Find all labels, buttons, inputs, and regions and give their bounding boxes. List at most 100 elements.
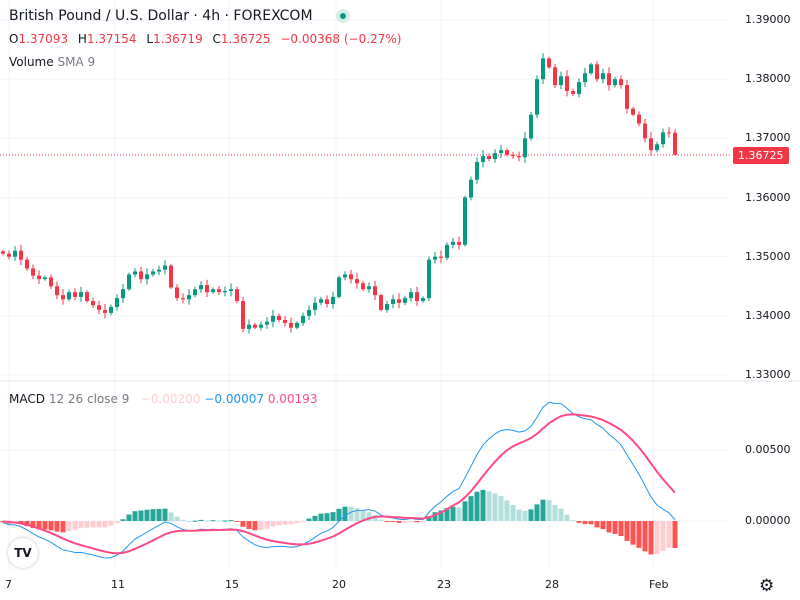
time-axis-label: 28 <box>545 578 559 591</box>
candle-body <box>505 150 509 155</box>
candle-body <box>577 82 581 94</box>
macd-histogram-bar <box>258 521 264 531</box>
candle-body <box>349 274 353 280</box>
candle-body <box>25 259 29 269</box>
tradingview-logo[interactable]: TV <box>8 538 38 568</box>
candle-body <box>541 58 545 80</box>
macd-histogram-bar <box>624 521 630 541</box>
candle-body <box>265 321 269 325</box>
market-status-icon[interactable] <box>336 9 350 23</box>
candle-body <box>643 123 647 139</box>
candle-body <box>385 304 389 310</box>
symbol-title[interactable]: British Pound / U.S. Dollar · 4h · FOREX… <box>9 8 313 24</box>
candle-body <box>397 299 401 303</box>
macd-axis-label: 0.00000 <box>745 514 791 527</box>
candle-body <box>583 73 587 83</box>
candle-body <box>151 271 155 275</box>
candle-body <box>373 286 377 296</box>
candle-body <box>427 259 431 299</box>
macd-histogram-bar <box>510 505 516 521</box>
macd-legend[interactable]: MACD 12 26 close 9 −0.00200 −0.00007 0.0… <box>9 392 317 406</box>
candle-body <box>475 162 479 180</box>
macd-histogram-bar <box>378 519 384 521</box>
candle-body <box>49 277 53 287</box>
candle-body <box>655 144 659 151</box>
macd-histogram-bar <box>24 521 30 527</box>
macd-histogram-bar <box>654 521 660 555</box>
candle-body <box>175 287 179 299</box>
candle-body <box>187 295 191 300</box>
candle-body <box>499 150 503 154</box>
candle-body <box>535 79 539 115</box>
macd-histogram-bar <box>336 508 342 521</box>
price-axis-label: 1.35000 <box>745 249 791 263</box>
time-axis-label: 11 <box>111 578 125 591</box>
macd-histogram-bar <box>270 521 276 527</box>
candle-body <box>619 79 623 86</box>
candle-body <box>67 292 71 300</box>
macd-histogram-bar <box>150 509 156 521</box>
macd-histogram-bar <box>342 506 348 521</box>
macd-histogram-bar <box>144 509 150 521</box>
macd-histogram-bar <box>192 520 198 522</box>
macd-histogram-bar <box>432 512 438 521</box>
candle-body <box>493 153 497 160</box>
macd-histogram-bar <box>90 521 96 528</box>
macd-params: 12 26 close 9 <box>48 392 130 406</box>
candle-body <box>241 301 245 329</box>
candle-body <box>319 299 323 303</box>
macd-histogram-bar <box>630 521 636 545</box>
macd-histogram-bar <box>108 521 114 526</box>
candle-body <box>97 305 101 310</box>
macd-histogram-bar <box>78 521 84 529</box>
candle-body <box>559 76 563 86</box>
open-value: 1.37093 <box>18 32 69 46</box>
macd-histogram-bar <box>72 521 78 531</box>
macd-histogram-bar <box>228 520 234 522</box>
candle-body <box>229 289 233 291</box>
candle-body <box>457 241 461 245</box>
change-value: −0.00368 (−0.27%) <box>280 32 402 46</box>
macd-histogram-bar <box>468 496 474 521</box>
macd-histogram-bar <box>384 521 390 522</box>
candle-body <box>355 279 359 284</box>
candle-body <box>601 73 605 80</box>
macd-histogram-bar <box>372 515 378 521</box>
candle-body <box>13 250 17 257</box>
macd-histogram-bar <box>414 521 420 523</box>
macd-histogram-bar <box>252 521 258 531</box>
candle-body <box>43 277 47 280</box>
candle-body <box>235 289 239 302</box>
candle-body <box>631 108 635 115</box>
candle-body <box>565 76 569 92</box>
settings-gear-icon[interactable]: ⚙ <box>759 576 775 596</box>
macd-histogram-bar <box>120 519 126 521</box>
candle-body <box>169 265 173 288</box>
candle-body <box>421 298 425 302</box>
macd-histogram-bar <box>534 504 540 521</box>
low-label: L <box>146 32 154 46</box>
macd-histogram-bar <box>462 501 468 521</box>
candle-body <box>481 156 485 163</box>
macd-histogram-bar <box>246 521 252 529</box>
macd-histogram-bar <box>516 509 522 521</box>
macd-histogram-bar <box>240 521 246 527</box>
macd-histogram-bar <box>456 507 462 521</box>
time-axis-label: 20 <box>332 578 346 591</box>
high-value: 1.37154 <box>86 32 137 46</box>
macd-histogram-bar <box>570 520 576 522</box>
candle-body <box>547 58 551 68</box>
macd-histogram-bar <box>324 513 330 521</box>
candle-body <box>433 256 437 260</box>
candle-body <box>133 271 137 275</box>
macd-pane <box>0 401 678 559</box>
macd-histogram-bar <box>168 512 174 521</box>
candle-body <box>361 283 365 290</box>
candle-body <box>271 315 275 322</box>
candle-body <box>145 274 149 280</box>
candle-body <box>7 253 11 257</box>
candle-body <box>37 275 41 280</box>
price-axis-label: 1.34000 <box>745 308 791 322</box>
volume-legend[interactable]: Volume SMA 9 <box>9 55 95 69</box>
